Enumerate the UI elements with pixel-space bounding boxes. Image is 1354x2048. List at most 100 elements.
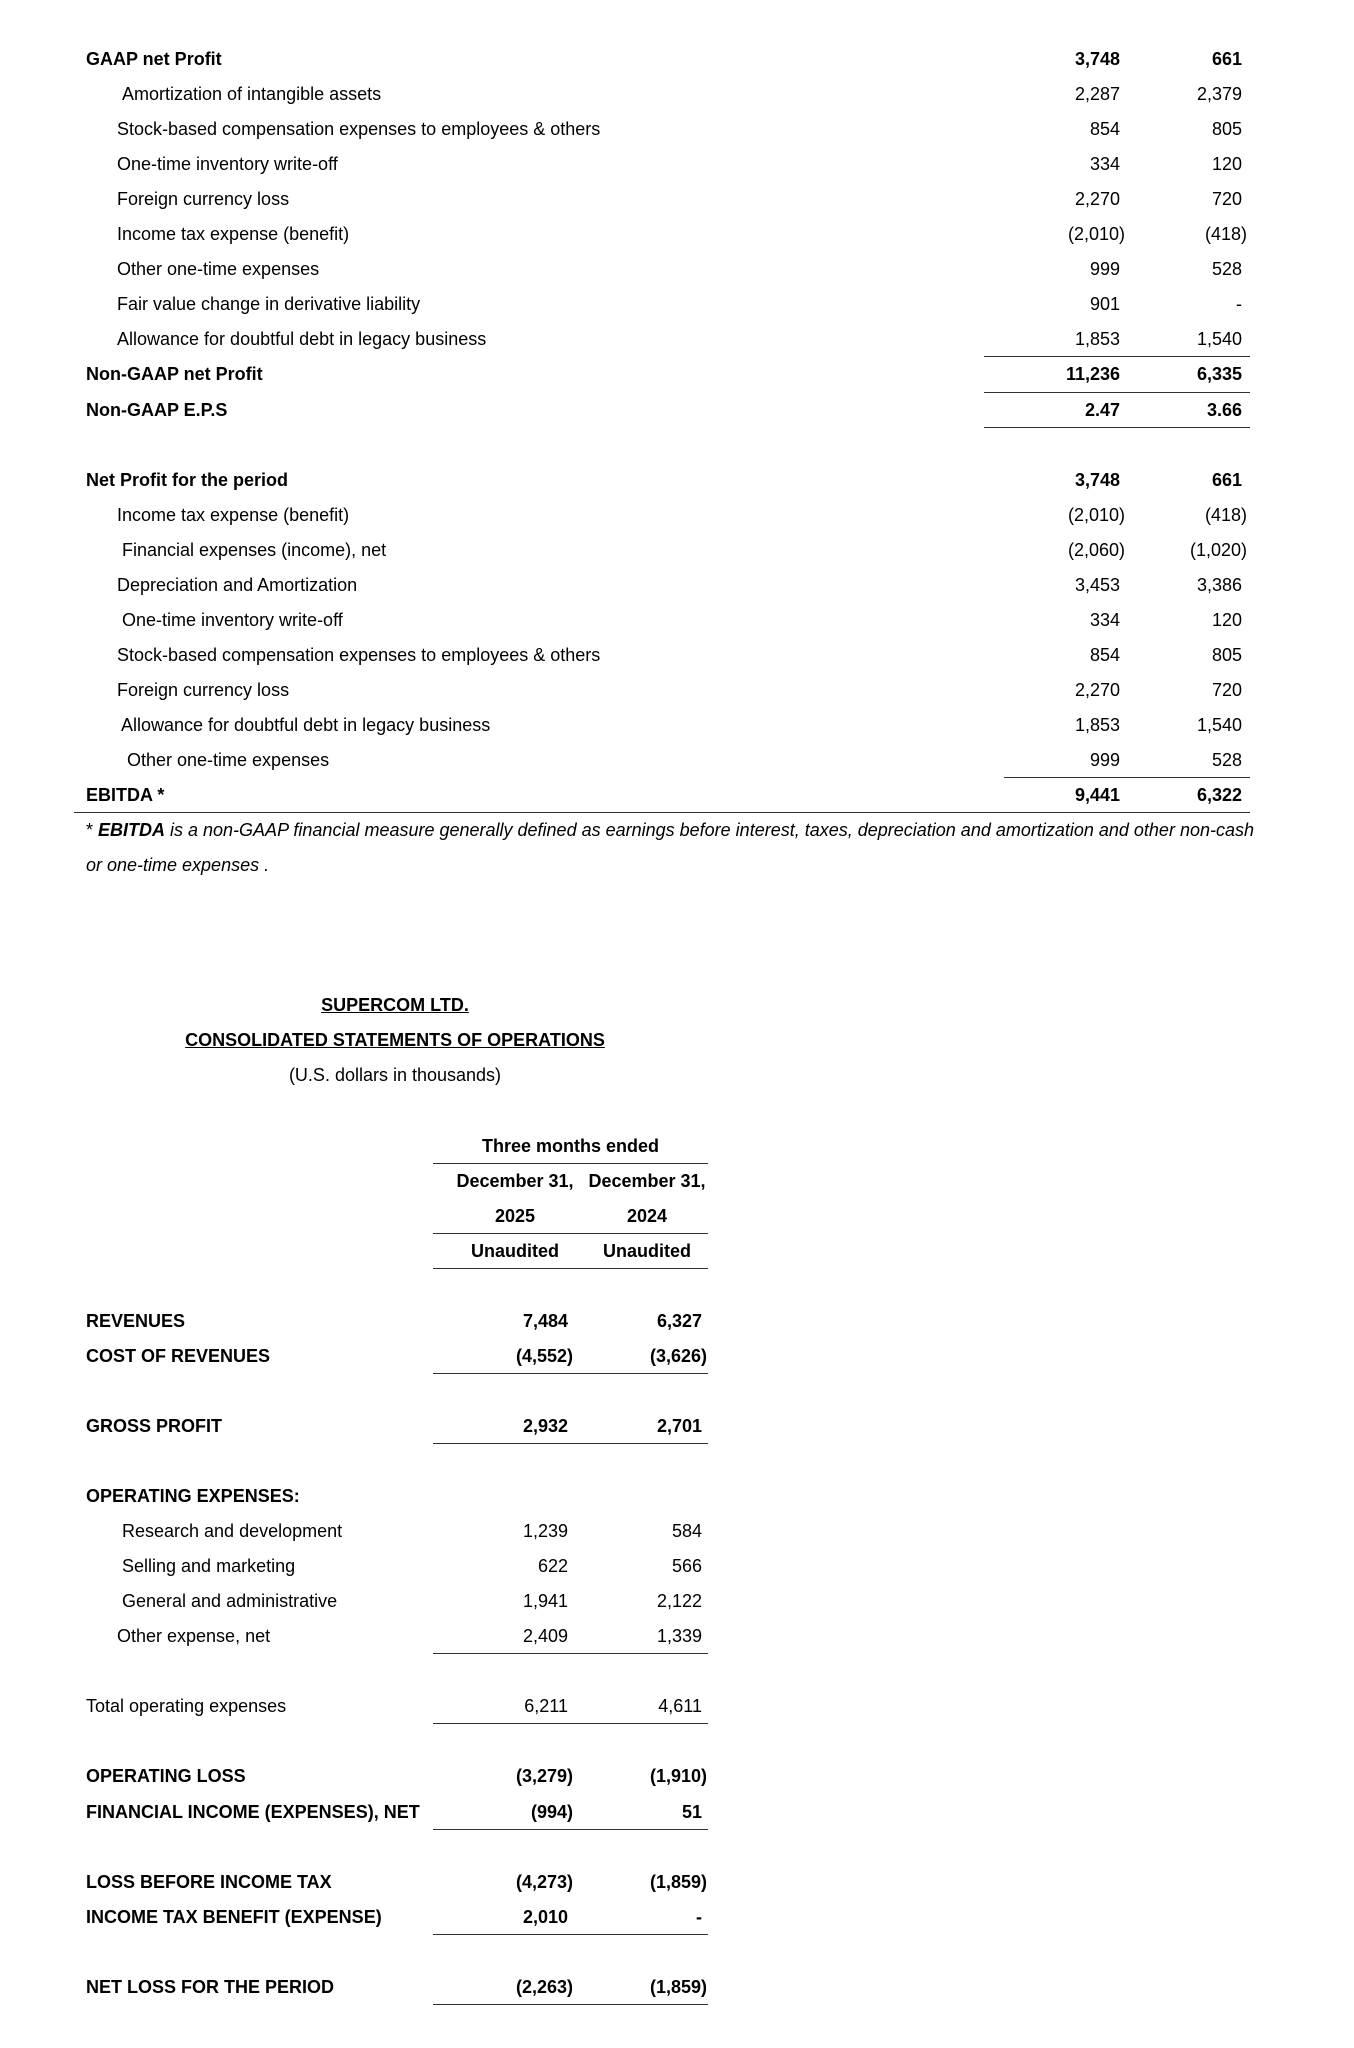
ebitda-footnote-line-2: or one-time expenses .	[86, 855, 270, 876]
value-prior-period: 1,339	[656, 1626, 702, 1647]
statement-row: OPERATING LOSS (3,279) (1,910)	[0, 1759, 1354, 1794]
row-label: REVENUES	[86, 1310, 186, 1331]
row-label: FINANCIAL INCOME (EXPENSES), NET	[86, 1801, 420, 1822]
value-prior-period: 661	[1211, 49, 1242, 69]
value-current-period: 901	[1089, 294, 1120, 315]
value-prior-period: 2,701	[656, 1415, 702, 1436]
value-prior-period: (1,859)	[649, 1976, 707, 1997]
value-current-period: 7,484	[522, 1310, 568, 1331]
statement-row: Other expense, net 2,409 1,339	[0, 1619, 1354, 1654]
row-label: LOSS BEFORE INCOME TAX	[86, 1871, 332, 1892]
row-label: EBITDA *	[86, 785, 165, 806]
ebitda-total-rule	[74, 812, 1250, 814]
non-gaap-row: Non-GAAP E.P.S 2.47 3.66	[0, 393, 1354, 428]
value-current-period: (2,010)	[1067, 224, 1125, 245]
value-prior-period: 4,611	[658, 1696, 702, 1717]
row-label: Foreign currency loss	[117, 679, 290, 700]
statement-row: COST OF REVENUES (4,552) (3,626)	[0, 1339, 1354, 1374]
statement-row: REVENUES 7,484 6,327	[0, 1304, 1354, 1339]
row-label: Research and development	[122, 1521, 343, 1542]
value-current-period: (3,279)	[515, 1766, 573, 1787]
underline-rule	[433, 1828, 708, 1830]
underline-rule	[433, 1162, 708, 1164]
row-label: Other expense, net	[117, 1626, 271, 1647]
ebitda-row: Foreign currency loss 2,270 720	[0, 673, 1354, 708]
value-prior-period: 2,122	[656, 1591, 702, 1612]
value-current-period: 6,211	[524, 1696, 568, 1717]
row-label: Income tax expense (benefit)	[117, 504, 350, 525]
value-prior-period: (3,626)	[649, 1345, 707, 1366]
row-label: Other one-time expenses	[117, 259, 320, 280]
value-prior-period: 720	[1211, 679, 1242, 700]
row-label: Non-GAAP net Profit	[86, 364, 263, 385]
value-current-period: 999	[1089, 259, 1120, 280]
non-gaap-row: Fair value change in derivative liabilit…	[0, 287, 1354, 322]
value-current-period: 2,409	[522, 1626, 568, 1647]
statement-row: LOSS BEFORE INCOME TAX (4,273) (1,859)	[0, 1865, 1354, 1900]
statement-row: OPERATING EXPENSES:	[0, 1479, 1354, 1514]
row-label: INCOME TAX BENEFIT (EXPENSE)	[86, 1906, 382, 1927]
row-label: NET LOSS FOR THE PERIOD	[86, 1976, 335, 1997]
underline-rule	[984, 426, 1250, 428]
statement-row: Total operating expenses 6,211 4,611	[0, 1689, 1354, 1724]
row-label: Other one-time expenses	[127, 750, 330, 770]
value-prior-period: 661	[1211, 469, 1242, 490]
value-current-period: 1,239	[522, 1521, 568, 1542]
ebitda-footnote-line-1: * EBITDA is a non-GAAP financial measure…	[86, 813, 1286, 848]
value-prior-period: 6,322	[1196, 785, 1242, 806]
underline-rule	[433, 2003, 708, 2005]
row-label: Depreciation and Amortization	[117, 574, 358, 595]
statement-row: GROSS PROFIT 2,932 2,701	[0, 1409, 1354, 1444]
row-label: One-time inventory write-off	[117, 154, 338, 175]
row-label: GAAP net Profit	[86, 49, 222, 69]
value-current-period: 999	[1089, 750, 1120, 770]
value-prior-period: (1,020)	[1189, 539, 1247, 560]
column-status-2024: Unaudited	[603, 1240, 691, 1261]
value-prior-period: 720	[1211, 189, 1242, 210]
value-prior-period: 6,327	[656, 1310, 702, 1331]
value-prior-period: (418)	[1204, 224, 1247, 245]
statement-row: Selling and marketing 622 566	[0, 1549, 1354, 1584]
value-prior-period: 805	[1211, 644, 1242, 665]
value-prior-period: 584	[671, 1521, 702, 1542]
statement-units: (U.S. dollars in thousands)	[288, 1065, 502, 1086]
ebitda-row: Allowance for doubtful debt in legacy bu…	[0, 708, 1354, 743]
row-label: Financial expenses (income), net	[122, 539, 387, 560]
value-prior-period: 528	[1211, 259, 1242, 280]
row-label: Amortization of intangible assets	[122, 84, 382, 105]
ebitda-row: One-time inventory write-off 334 120	[0, 603, 1354, 638]
ebitda-row: EBITDA * 9,441 6,322	[0, 778, 1354, 813]
underline-rule	[433, 1443, 708, 1444]
row-label: OPERATING LOSS	[86, 1766, 246, 1787]
underline-rule	[984, 391, 1250, 393]
company-name: SUPERCOM LTD.	[321, 995, 469, 1016]
row-label: Income tax expense (benefit)	[117, 224, 350, 245]
ebitda-row: Other one-time expenses 999 528	[0, 743, 1354, 778]
value-prior-period: (1,910)	[649, 1766, 707, 1787]
row-label: Non-GAAP E.P.S	[86, 399, 228, 420]
underline-rule	[433, 1653, 708, 1655]
underline-rule	[433, 1933, 708, 1935]
row-label: General and administrative	[122, 1591, 338, 1612]
value-prior-period: (1,859)	[649, 1871, 707, 1892]
value-current-period: 2,270	[1074, 679, 1120, 700]
non-gaap-row: Income tax expense (benefit) (2,010) (418)	[0, 217, 1354, 252]
value-prior-period: 51	[681, 1801, 702, 1822]
row-label: One-time inventory write-off	[122, 609, 343, 630]
row-label: Allowance for doubtful debt in legacy bu…	[117, 329, 487, 350]
value-prior-period: 805	[1211, 119, 1242, 140]
column-date-2025: December 31,	[456, 1170, 574, 1191]
value-current-period: 11,236	[1065, 364, 1120, 385]
value-prior-period: -	[696, 1906, 702, 1927]
underline-rule	[433, 1232, 708, 1234]
column-date-2024: December 31,	[588, 1170, 706, 1191]
row-label: Fair value change in derivative liabilit…	[117, 294, 421, 315]
value-current-period: 9,441	[1074, 785, 1120, 806]
value-current-period: (2,060)	[1067, 539, 1125, 560]
non-gaap-row: Amortization of intangible assets 2,287 2,…	[0, 77, 1354, 112]
value-current-period: 2,270	[1074, 189, 1120, 210]
row-label: Stock-based compensation expenses to emp…	[117, 119, 601, 140]
value-prior-period: 120	[1211, 154, 1242, 175]
value-prior-period: 528	[1211, 750, 1242, 770]
underline-rule	[1004, 777, 1250, 779]
